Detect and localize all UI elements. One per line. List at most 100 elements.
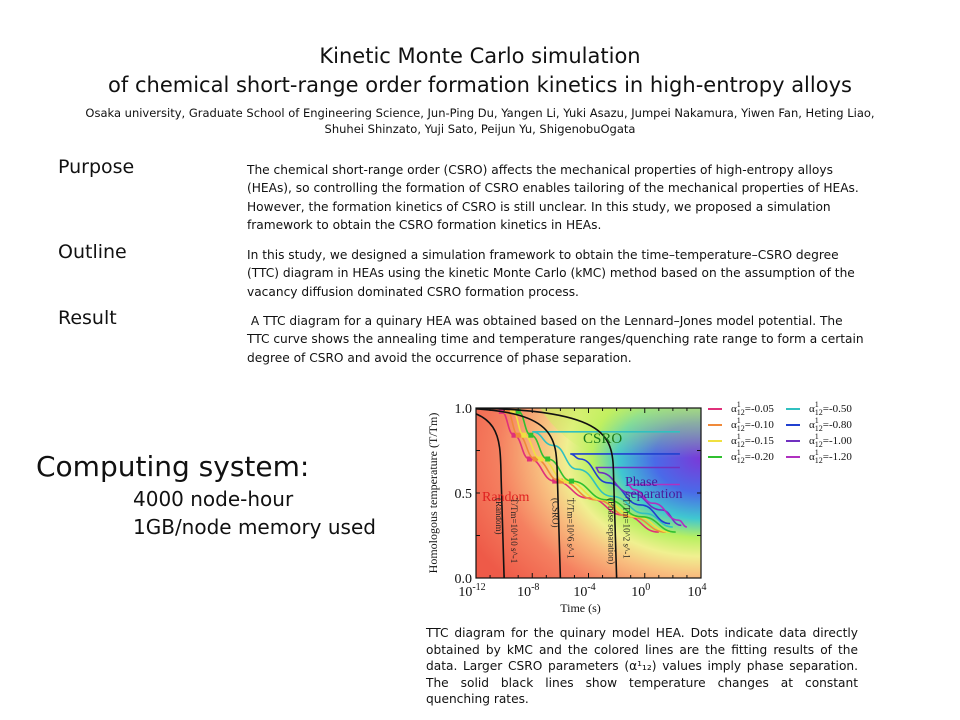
legend-sub: 12 — [814, 408, 823, 417]
legend-symbol: α — [731, 419, 737, 431]
data-point — [526, 456, 532, 462]
figure-caption: TTC diagram for the quinary model HEA. D… — [426, 626, 858, 707]
axis-ticks — [475, 407, 702, 579]
legend-sup: 1 — [814, 432, 819, 441]
region-label: Random — [482, 490, 530, 505]
legend-item: α 1 12 =-1.20 — [786, 449, 852, 465]
data-point — [545, 456, 551, 462]
quench-rate-label: Ṫ/Tm=10^6 s^-1 — [565, 498, 575, 559]
data-point — [510, 408, 516, 414]
legend-symbol: α — [809, 435, 815, 447]
region-label: CSRO — [583, 431, 622, 447]
result-line: degree of CSRO and avoid the occurrence … — [247, 350, 632, 365]
legend-value: =-1.00 — [822, 435, 852, 447]
quench-rate-labels: (Random) Ṫ/Tm=10^10 s^-1 (CSRO) Ṫ/Tm=10^6 s… — [494, 498, 632, 564]
purpose-line: framework to obtain the CSRO formation k… — [247, 217, 602, 232]
x-tick-label: 10-12 — [458, 582, 485, 600]
series-line — [532, 430, 680, 528]
quench-line — [476, 413, 505, 578]
plot-area — [476, 408, 701, 578]
purpose-line: (HEAs), so controlling the formation of … — [247, 181, 859, 196]
legend-symbol: α — [731, 403, 737, 415]
legend-swatch — [708, 440, 722, 442]
outline-line: In this study, we designed a simulation … — [247, 248, 839, 262]
purpose-body: The chemical short-range order (CSRO) af… — [247, 161, 907, 234]
legend-sub: 12 — [736, 456, 745, 465]
legend-sub: 12 — [736, 440, 745, 449]
legend-swatch — [708, 408, 722, 410]
legend-value: =-0.80 — [822, 419, 852, 431]
result-line: A TTC diagram for a quinary HEA was obta… — [247, 314, 843, 328]
legend-sub: 12 — [736, 424, 745, 433]
legend-value: =-0.20 — [744, 451, 774, 463]
legend-swatch — [786, 456, 800, 458]
legend-swatch — [786, 440, 800, 442]
computing-node-hours: 4000 node-hour — [133, 487, 294, 511]
data-point — [528, 432, 534, 438]
data-point — [532, 456, 538, 462]
legend-item: α 1 12 =-0.15 — [708, 433, 774, 449]
legend-symbol: α — [809, 451, 815, 463]
data-point — [557, 478, 563, 484]
quench-regime-label: (Phase separation) — [607, 498, 617, 564]
legend-value: =-0.10 — [744, 419, 774, 431]
legend-value: =-1.20 — [822, 451, 852, 463]
data-point — [511, 432, 517, 438]
legend-sup: 1 — [736, 416, 741, 425]
data-point — [504, 408, 510, 414]
poster-title-line1: Kinetic Monte Carlo simulation — [319, 44, 641, 68]
authors-line2: Shuhei Shinzato, Yuji Sato, Peijun Yu, S… — [324, 122, 636, 136]
data-point — [515, 432, 521, 438]
alpha-series-lines — [498, 408, 688, 533]
x-tick-label: 10-8 — [517, 582, 539, 600]
legend-sub: 12 — [814, 424, 823, 433]
purpose-heading: Purpose — [58, 156, 135, 178]
legend-value: =-0.50 — [822, 403, 852, 415]
quench-rate-label: Ṫ/Tm=10^2 s^-1 — [622, 498, 632, 559]
legend-swatch — [708, 456, 722, 458]
legend-sup: 1 — [814, 448, 819, 457]
data-point — [538, 456, 544, 462]
series-line — [595, 466, 682, 527]
series-line — [570, 453, 680, 525]
legend-sup: 1 — [736, 432, 741, 441]
region-label: Phase — [625, 475, 658, 490]
axis-labels: 10-12 10-8 10-4 100 104 0.0 0.5 1.0 Time (s) Homo… — [426, 402, 707, 615]
series-line — [627, 483, 688, 528]
legend-sub: 12 — [814, 440, 823, 449]
quench-rate-lines — [476, 408, 618, 578]
legend-sub: 12 — [814, 456, 823, 465]
purpose-line: However, the formation kinetics of CSRO … — [247, 199, 831, 214]
data-point — [552, 478, 558, 484]
legend-item: α 1 12 =-0.10 — [708, 417, 774, 433]
outline-line: (TTC) diagram in HEAs using the kinetic … — [247, 266, 855, 281]
y-tick-label: 0.5 — [455, 487, 473, 502]
legend-item: α 1 12 =-0.05 — [708, 401, 774, 417]
legend-sub: 12 — [736, 408, 745, 417]
outline-line: vacancy diffusion dominated CSRO formati… — [247, 284, 579, 299]
legend-item: α 1 12 =-0.80 — [786, 417, 852, 433]
data-point — [515, 408, 521, 414]
legend-sup: 1 — [736, 400, 741, 409]
legend-value: =-0.05 — [744, 403, 774, 415]
legend-swatch — [786, 408, 800, 410]
computing-memory: 1GB/node memory used — [133, 515, 376, 539]
region-label: separation — [625, 487, 683, 502]
legend-item: α 1 12 =-0.50 — [786, 401, 852, 417]
legend-swatch — [786, 424, 800, 426]
quench-regime-label: (CSRO) — [550, 498, 560, 528]
poster-title-line2: of chemical short-range order formation … — [108, 73, 852, 97]
data-point — [563, 478, 569, 484]
quench-line — [476, 408, 562, 578]
legend-value: =-0.15 — [744, 435, 774, 447]
result-body: A TTC diagram for a quinary HEA was obta… — [247, 312, 907, 367]
authors-line1: Osaka university, Graduate School of Eng… — [85, 106, 875, 120]
computing-title: Computing system: — [36, 450, 310, 483]
legend-symbol: α — [731, 451, 737, 463]
legend-sup: 1 — [736, 448, 741, 457]
legend-sup: 1 — [814, 400, 819, 409]
legend-symbol: α — [809, 419, 815, 431]
legend-symbol: α — [809, 403, 815, 415]
